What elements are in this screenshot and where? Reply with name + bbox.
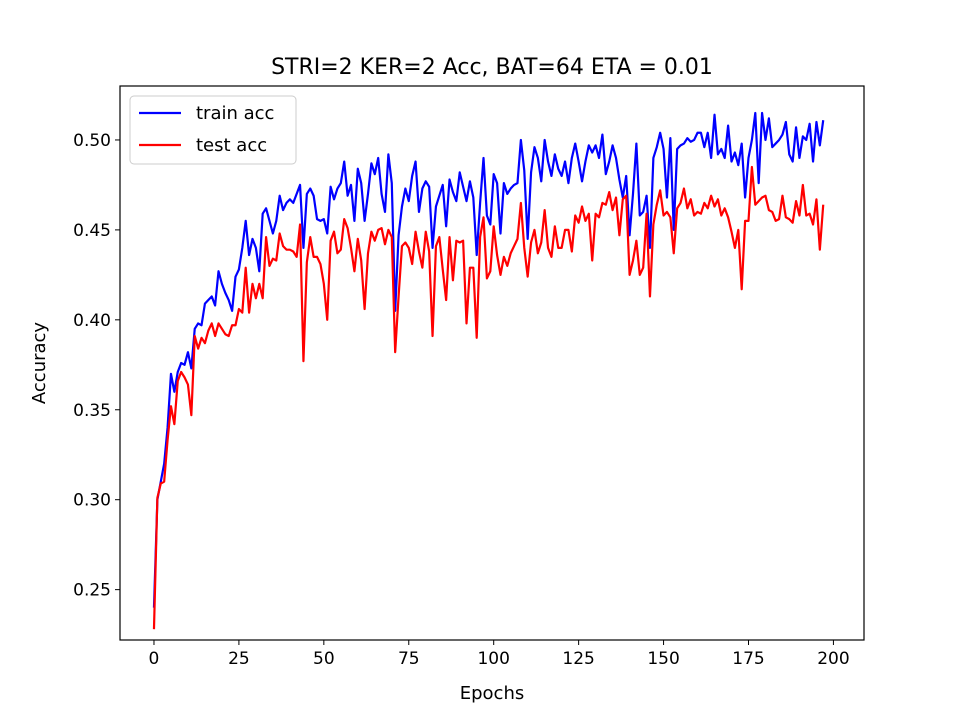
series-layer: [152, 111, 825, 630]
y-tick-label-5: 0.50: [73, 131, 111, 151]
chart-title: STRI=2 KER=2 Acc, BAT=64 ETA = 0.01: [271, 55, 713, 80]
x-tick-label-1: 25: [228, 649, 250, 669]
y-tick-label-3: 0.40: [73, 311, 111, 331]
axes-frame: [119, 85, 865, 641]
x-tick-label-7: 175: [732, 649, 764, 669]
y-tick-label-2: 0.35: [73, 401, 111, 421]
plot-area: 0 25 50 75 100 125 150 175 200 0.250.300.350.400…: [73, 85, 865, 669]
y-tick-label-0: 0.25: [73, 581, 111, 601]
legend-label-test-acc: test acc: [196, 135, 267, 156]
x-axis-label: Epochs: [460, 683, 525, 704]
x-tick-label-6: 150: [647, 649, 679, 669]
series-line-train-acc: [152, 111, 825, 608]
legend-label-train-acc: train acc: [196, 103, 274, 124]
x-tick-label-4: 100: [477, 649, 509, 669]
x-tick-label-0: 0: [149, 649, 160, 669]
x-tick-label-3: 75: [398, 649, 420, 669]
y-axis-label: Accuracy: [29, 322, 50, 405]
series-line-test-acc: [152, 165, 825, 630]
x-tick-label-8: 200: [817, 649, 849, 669]
y-tick-label-1: 0.30: [73, 491, 111, 511]
x-tick-label-5: 125: [562, 649, 594, 669]
x-tick-label-2: 50: [313, 649, 335, 669]
x-axis-ticks: 0 25 50 75 100 125 150 175 200: [149, 640, 850, 669]
y-tick-label-4: 0.45: [73, 221, 111, 241]
y-axis-ticks: 0.25 0.30 0.35 0.40 0.45 0.50: [73, 131, 120, 601]
legend: train acc test acc: [129, 95, 297, 165]
